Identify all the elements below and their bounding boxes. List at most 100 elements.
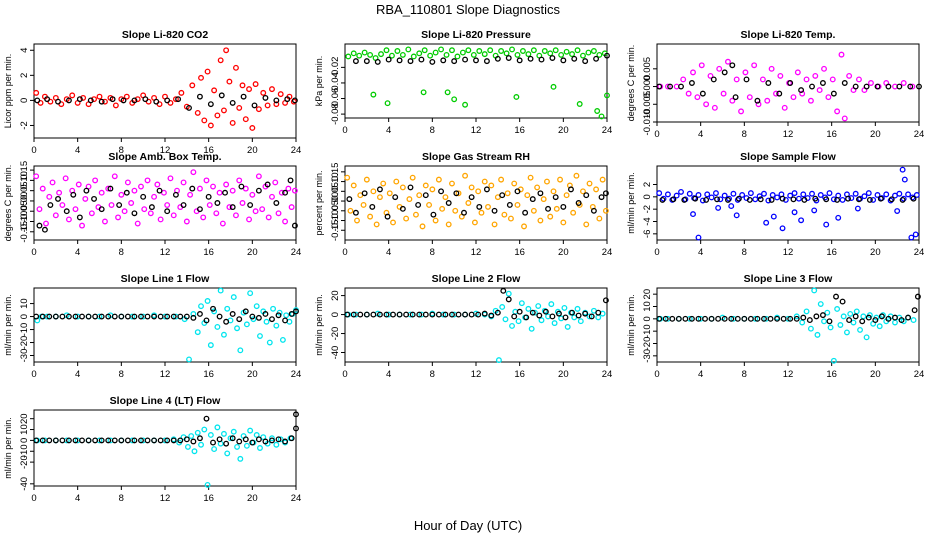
data-point — [98, 206, 105, 213]
data-point — [491, 207, 498, 214]
data-point — [468, 194, 475, 201]
data-point — [850, 319, 857, 326]
data-point — [717, 196, 724, 203]
x-tick-label: 24 — [914, 247, 925, 258]
data-point — [109, 96, 116, 103]
panel-title: Slope Li-820 CO2 — [122, 29, 209, 41]
data-point — [386, 190, 393, 197]
x-tick-label: 12 — [160, 145, 171, 156]
data-point — [596, 215, 603, 222]
data-point — [275, 210, 282, 217]
data-point — [823, 221, 830, 228]
data-point — [180, 179, 187, 186]
data-point — [220, 430, 227, 437]
data-point — [754, 315, 761, 322]
data-point — [499, 304, 506, 310]
x-tick-label: 12 — [160, 247, 171, 258]
x-tick-label: 12 — [471, 247, 482, 258]
data-point — [357, 311, 364, 318]
data-point — [900, 195, 907, 202]
data-point — [811, 287, 818, 294]
data-point — [344, 311, 351, 318]
data-point — [157, 216, 164, 223]
x-tick-label: 24 — [291, 145, 302, 156]
data-point — [770, 213, 777, 220]
y-tick-label: 20 — [642, 289, 653, 300]
data-point — [814, 331, 821, 338]
data-point — [384, 213, 391, 220]
data-point — [656, 83, 663, 90]
data-point — [443, 51, 450, 58]
panel-7: Slope Line 1 Flow 0 4 8 12 16 20 24 -30-20-10 0 10… — [3, 273, 301, 380]
x-tick-label: 12 — [160, 369, 171, 380]
data-point — [577, 318, 584, 325]
data-point — [243, 442, 250, 449]
data-point — [560, 203, 567, 210]
y-tick-label: 0 — [642, 316, 653, 321]
data-point — [670, 196, 677, 203]
data-point — [834, 196, 841, 203]
data-point — [59, 437, 66, 444]
data-point — [269, 316, 275, 323]
y-tick-label: -0.05 — [330, 200, 341, 222]
data-point — [444, 89, 451, 96]
data-point — [111, 437, 118, 444]
data-point — [82, 195, 89, 202]
data-point — [905, 314, 912, 321]
data-point — [115, 214, 122, 221]
data-point — [887, 197, 894, 204]
data-point — [485, 203, 491, 210]
data-point — [721, 69, 728, 76]
data-point — [196, 185, 203, 192]
data-point — [573, 172, 580, 179]
data-point — [76, 96, 83, 103]
data-point — [144, 313, 151, 320]
data-point — [874, 83, 881, 90]
data-point — [590, 207, 597, 214]
x-tick-label: 16 — [826, 369, 837, 380]
data-point — [98, 98, 105, 105]
data-point — [817, 192, 824, 198]
data-point — [39, 185, 46, 192]
y-tick-label: -0.15 — [19, 221, 30, 243]
data-point — [730, 190, 737, 197]
x-tick-label: 4 — [386, 125, 391, 136]
data-point — [476, 203, 483, 210]
data-point — [516, 308, 523, 315]
data-point — [65, 97, 72, 104]
data-point — [186, 356, 192, 363]
data-point — [79, 313, 85, 320]
y-tick-label: -0.15 — [330, 219, 341, 241]
data-point — [201, 426, 208, 433]
data-point — [255, 173, 262, 180]
data-point — [255, 314, 262, 321]
data-point — [847, 310, 854, 317]
data-point — [108, 202, 115, 209]
data-point — [898, 317, 905, 324]
data-point — [825, 94, 832, 101]
data-point — [739, 192, 746, 198]
data-point — [821, 65, 827, 72]
data-point — [200, 214, 207, 221]
data-point — [240, 93, 247, 100]
data-point — [148, 204, 155, 211]
series-2 — [34, 92, 298, 111]
data-point — [856, 76, 862, 83]
y-axis-label: ml/min per min. — [626, 294, 636, 356]
data-point — [269, 193, 275, 200]
data-point — [892, 314, 898, 321]
data-point — [550, 83, 557, 90]
data-point — [907, 83, 914, 90]
data-point — [725, 58, 731, 65]
panel-title: Slope Li-820 Pressure — [421, 29, 531, 41]
data-point — [194, 329, 201, 336]
data-point — [732, 94, 739, 101]
data-point — [503, 50, 510, 57]
data-point — [790, 94, 797, 101]
series-1 — [344, 172, 609, 230]
data-point — [392, 194, 399, 201]
data-point — [470, 51, 477, 58]
data-point — [558, 51, 565, 58]
